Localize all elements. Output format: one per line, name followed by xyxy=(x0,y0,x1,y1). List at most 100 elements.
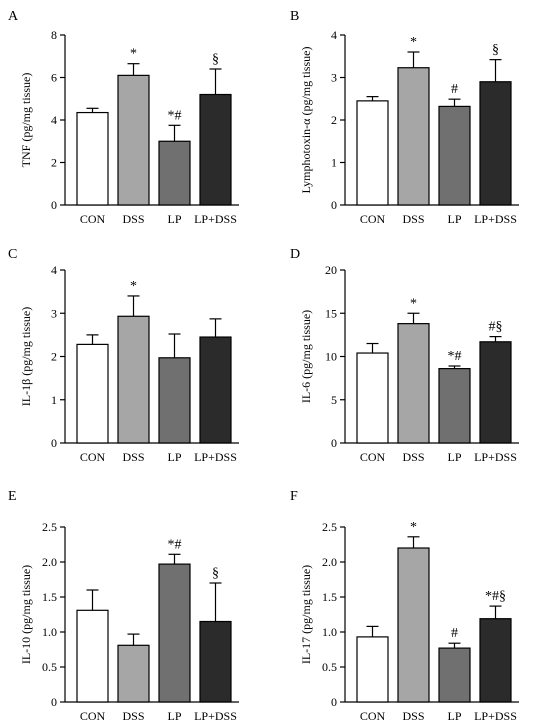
bar-lp xyxy=(438,368,471,444)
significance-mark: § xyxy=(212,566,219,581)
y-tick-label: 2.0 xyxy=(42,555,57,569)
y-tick-label: 1 xyxy=(51,393,57,407)
bar-dss xyxy=(397,547,430,703)
x-tick-label: DSS xyxy=(402,212,424,226)
x-tick-label: LP xyxy=(167,709,181,723)
y-tick-label: 6 xyxy=(51,71,57,85)
y-tick-label: 1.0 xyxy=(322,625,337,639)
y-tick-label: 1.5 xyxy=(42,590,57,604)
x-tick-label: LP xyxy=(447,709,461,723)
panel-f: F 0 0.5 1.0 1.5 2.0 2.5 IL-17 (pg/mg tissue) CON… xyxy=(290,489,519,723)
panel-e: E 0 0.5 1.0 1.5 2.0 2.5 IL-10 (pg/mg tissue) CON… xyxy=(8,489,239,723)
y-axis-title: IL-17 (pg/mg tissue) xyxy=(299,565,313,664)
panel-letter: E xyxy=(8,489,17,504)
bar-con xyxy=(356,636,389,703)
y-tick-label: 0.5 xyxy=(42,660,57,674)
y-tick-label: 0 xyxy=(331,436,337,450)
panel-letter: C xyxy=(8,247,17,262)
y-tick-label: 0 xyxy=(331,198,337,212)
significance-mark: * xyxy=(130,47,137,62)
x-tick-label: LP xyxy=(167,212,181,226)
significance-mark: * xyxy=(410,296,417,311)
y-tick-label: 4 xyxy=(331,28,337,42)
x-tick-label: CON xyxy=(360,212,386,226)
x-tick-label: CON xyxy=(80,709,106,723)
bar-lp xyxy=(438,105,471,206)
significance-mark: *# xyxy=(168,108,182,123)
x-tick-label: DSS xyxy=(122,212,144,226)
y-tick-label: 0 xyxy=(51,695,57,709)
y-tick-label: 2.0 xyxy=(322,555,337,569)
bar-lp-plus-dss xyxy=(479,618,512,703)
bar-lp-plus-dss xyxy=(199,336,232,444)
bar-dss xyxy=(117,74,150,206)
x-tick-label: DSS xyxy=(402,709,424,723)
panel-d: D 0 5 10 15 20 IL-6 (pg/mg tissue) CON * DSS *# LP #… xyxy=(290,247,519,464)
y-tick-label: 2 xyxy=(331,113,337,127)
significance-mark: *# xyxy=(168,537,182,552)
x-tick-label: DSS xyxy=(402,450,424,464)
bar-lp-plus-dss xyxy=(479,341,512,444)
bar-dss xyxy=(117,644,150,703)
y-tick-label: 20 xyxy=(325,263,337,277)
y-tick-label: 4 xyxy=(51,263,57,277)
significance-mark: * xyxy=(130,279,137,294)
x-tick-label: CON xyxy=(80,212,106,226)
x-tick-label: LP+DSS xyxy=(474,709,517,723)
bar-con xyxy=(76,343,109,444)
x-tick-label: LP+DSS xyxy=(474,450,517,464)
bar-con xyxy=(356,352,389,444)
panel-c: C 0 1 2 3 4 IL-1β (pg/mg tissue) CON * DSS LP LP+DS… xyxy=(8,247,239,464)
y-tick-label: 2 xyxy=(51,156,57,170)
y-tick-label: 2.5 xyxy=(322,520,337,534)
y-axis-title: IL-6 (pg/mg tissue) xyxy=(299,310,313,403)
y-axis-title: IL-10 (pg/mg tissue) xyxy=(19,565,33,664)
y-tick-label: 3 xyxy=(331,71,337,85)
bar-dss xyxy=(397,67,430,206)
x-tick-label: LP xyxy=(167,450,181,464)
bar-lp xyxy=(158,563,191,703)
panel-b: B 0 1 2 3 4 Lymphotoxin-α (pg/mg tissue) CON * DS… xyxy=(290,9,519,226)
panel-letter: D xyxy=(290,247,300,262)
bar-lp-plus-dss xyxy=(479,81,512,206)
bar-con xyxy=(76,609,109,703)
bar-lp xyxy=(438,647,471,703)
y-tick-label: 3 xyxy=(51,306,57,320)
significance-mark: # xyxy=(451,82,458,97)
y-axis-title: IL-1β (pg/mg tissue) xyxy=(19,307,33,406)
x-tick-label: DSS xyxy=(122,709,144,723)
y-tick-label: 5 xyxy=(331,393,337,407)
bar-lp-plus-dss xyxy=(199,93,232,206)
significance-mark: #§ xyxy=(489,320,503,335)
x-tick-label: LP xyxy=(447,212,461,226)
significance-mark: *# xyxy=(448,349,462,364)
panel-a: A 0 2 4 6 8 TNF (pg/mg tissue) CON * DSS *# LP § LP+D… xyxy=(8,9,239,226)
panel-letter: B xyxy=(290,9,299,24)
x-tick-label: CON xyxy=(360,450,386,464)
y-tick-label: 15 xyxy=(325,306,337,320)
significance-mark: # xyxy=(451,626,458,641)
bar-lp xyxy=(158,140,191,206)
y-tick-label: 1.5 xyxy=(322,590,337,604)
y-tick-label: 4 xyxy=(51,113,57,127)
x-tick-label: LP xyxy=(447,450,461,464)
bar-dss xyxy=(397,323,430,444)
x-tick-label: LP+DSS xyxy=(194,709,237,723)
significance-mark: § xyxy=(212,52,219,67)
y-tick-label: 0 xyxy=(51,198,57,212)
panel-letter: A xyxy=(8,9,19,24)
bar-dss xyxy=(117,315,150,444)
x-tick-label: CON xyxy=(80,450,106,464)
bar-con xyxy=(356,100,389,206)
y-axis-title: Lymphotoxin-α (pg/mg tissue) xyxy=(299,47,313,194)
x-tick-label: LP+DSS xyxy=(194,212,237,226)
bar-lp xyxy=(158,357,191,444)
x-tick-label: LP+DSS xyxy=(194,450,237,464)
y-axis-title: TNF (pg/mg tissue) xyxy=(19,73,33,168)
y-tick-label: 0 xyxy=(51,436,57,450)
x-tick-label: LP+DSS xyxy=(474,212,517,226)
x-tick-label: DSS xyxy=(122,450,144,464)
y-tick-label: 1.0 xyxy=(42,625,57,639)
y-tick-label: 0 xyxy=(331,695,337,709)
y-tick-label: 10 xyxy=(325,350,337,364)
